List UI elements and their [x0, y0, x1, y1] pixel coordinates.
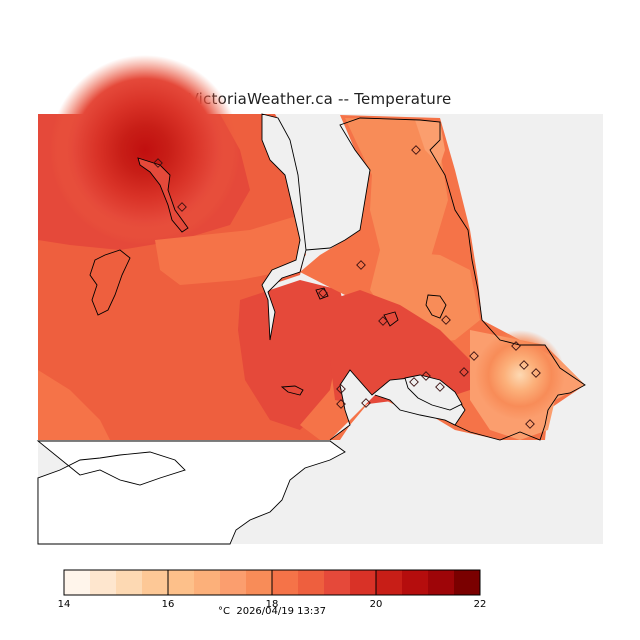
legend-swatch — [350, 570, 377, 595]
legend-swatch — [454, 570, 481, 595]
unmapped-land — [36, 440, 346, 545]
island-lake — [425, 294, 447, 319]
legend-tick-label: 22 — [474, 599, 487, 610]
legend-swatch — [142, 570, 169, 595]
station-marker[interactable] — [378, 316, 388, 326]
coastline — [89, 113, 586, 441]
station-marker[interactable] — [356, 260, 366, 270]
station-marker[interactable] — [459, 367, 469, 377]
station-marker[interactable] — [511, 341, 521, 351]
temperature-field — [38, 55, 585, 440]
station-marker[interactable] — [177, 202, 187, 212]
legend-tick-label: 16 — [162, 599, 175, 610]
legend-swatch — [64, 570, 91, 595]
legend-tick-label: 14 — [58, 599, 71, 610]
legend-unit: °C — [218, 606, 230, 617]
island-north — [137, 157, 189, 233]
legend-swatch — [168, 570, 195, 595]
legend-swatch — [376, 570, 403, 595]
station-marker[interactable] — [411, 145, 421, 155]
station-marker[interactable] — [531, 368, 541, 378]
legend-swatch — [402, 570, 429, 595]
station-marker[interactable] — [336, 384, 346, 394]
island-small-1 — [383, 311, 399, 327]
legend-tick-label: 18 — [266, 599, 279, 610]
station-marker[interactable] — [336, 399, 346, 409]
legend-swatch — [298, 570, 325, 595]
legend-timestamp: 2026/04/19 13:37 — [236, 606, 326, 617]
legend-swatch — [194, 570, 221, 595]
legend-swatch — [272, 570, 299, 595]
island-south — [280, 385, 304, 396]
legend-swatch — [246, 570, 273, 595]
legend-caption: °C 2026/04/19 13:37 — [0, 606, 544, 617]
station-marker[interactable] — [525, 419, 535, 429]
inlet-east-peninsula — [305, 117, 586, 441]
station-marker[interactable] — [409, 377, 419, 387]
inlet-west — [261, 113, 307, 341]
legend-swatch — [220, 570, 247, 595]
station-marker[interactable] — [153, 158, 163, 168]
station-marker[interactable] — [519, 360, 529, 370]
station-marker[interactable] — [441, 315, 451, 325]
station-marker[interactable] — [435, 382, 445, 392]
station-marker[interactable] — [318, 288, 328, 298]
station-marker[interactable] — [469, 351, 479, 361]
station-markers[interactable] — [153, 145, 541, 429]
legend-tick-label: 20 — [370, 599, 383, 610]
station-marker[interactable] — [361, 398, 371, 408]
legend-swatch — [116, 570, 143, 595]
harbour-inlet — [404, 374, 463, 411]
legend-swatch — [90, 570, 117, 595]
legend-swatch — [428, 570, 455, 595]
legend-swatch — [324, 570, 351, 595]
station-marker[interactable] — [421, 371, 431, 381]
map-title: VictoriaWeather.ca -- Temperature — [188, 90, 452, 108]
island-mid — [89, 249, 131, 316]
